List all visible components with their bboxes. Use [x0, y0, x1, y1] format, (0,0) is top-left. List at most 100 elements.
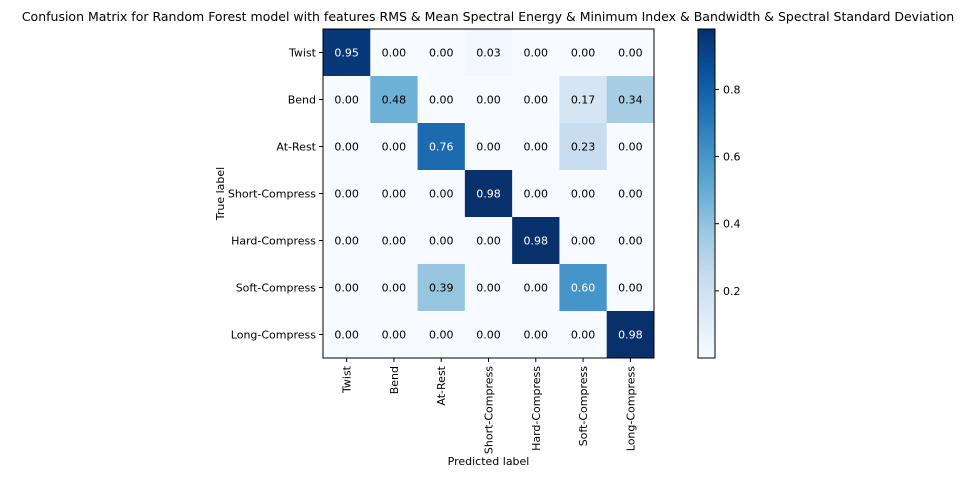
x-axis-label: Predicted label: [448, 455, 530, 468]
cell-value-label: 0.00: [618, 141, 643, 154]
cell-value-label: 0.98: [476, 188, 501, 201]
heatmap-cell: [512, 311, 560, 359]
cell-value-label: 0.00: [429, 94, 454, 107]
heatmap-cell: [323, 311, 371, 359]
cell-value-label: 0.00: [334, 329, 359, 342]
x-tick-label: Long-Compress: [624, 366, 637, 451]
colorbar-tick-label: 0.4: [723, 218, 741, 231]
heatmap-cell: [417, 264, 466, 312]
cell-value-label: 0.76: [429, 141, 454, 154]
heatmap-cell: [464, 170, 513, 218]
cell-value-label: 0.00: [334, 282, 359, 295]
heatmap-cell: [323, 123, 371, 171]
heatmap-cell: [370, 311, 419, 359]
heatmap-cell: [512, 123, 560, 171]
heatmap-cell: [370, 217, 419, 265]
heatmap-cells: [323, 29, 655, 359]
cell-value-label: 0.00: [382, 188, 407, 201]
cell-value-label: 0.00: [618, 235, 643, 248]
cell-value-label: 0.00: [618, 282, 643, 295]
y-axis-label: True label: [214, 167, 227, 221]
cell-value-label: 0.00: [618, 188, 643, 201]
x-tick-label: Twist: [341, 365, 354, 394]
heatmap-cell: [512, 170, 560, 218]
colorbar-tick-label: 0.2: [723, 285, 741, 298]
heatmap-cell: [370, 29, 419, 77]
heatmap-cell: [606, 217, 655, 265]
cell-value-label: 0.00: [429, 47, 454, 60]
cell-value-label: 0.00: [571, 188, 596, 201]
cell-value-label: 0.00: [334, 94, 359, 107]
cell-value-label: 0.60: [571, 282, 596, 295]
cell-value-label: 0.00: [382, 47, 407, 60]
y-tick-label: Long-Compress: [231, 329, 316, 342]
y-tick-label: Soft-Compress: [236, 282, 317, 295]
cell-value-label: 0.39: [429, 282, 454, 295]
heatmap-cell: [323, 217, 371, 265]
heatmap-cell: [323, 264, 371, 312]
cell-value-label: 0.00: [429, 329, 454, 342]
cell-value-label: 0.00: [382, 235, 407, 248]
cell-value-label: 0.98: [524, 235, 549, 248]
x-tick-label: Soft-Compress: [577, 366, 590, 447]
heatmap-cell: [559, 76, 608, 124]
heatmap-cell: [464, 217, 513, 265]
cell-value-label: 0.00: [382, 141, 407, 154]
cell-value-label: 0.00: [524, 94, 549, 107]
heatmap-cell: [370, 170, 419, 218]
cell-value-label: 0.00: [429, 188, 454, 201]
heatmap-cell: [512, 76, 560, 124]
cell-value-label: 0.00: [382, 282, 407, 295]
chart-title: Confusion Matrix for Random Forest model…: [22, 9, 954, 24]
heatmap-cell: [606, 264, 655, 312]
heatmap-cell: [323, 76, 371, 124]
x-tick-label: Hard-Compress: [530, 366, 543, 451]
cell-value-label: 0.00: [524, 329, 549, 342]
cell-value-label: 0.00: [476, 94, 501, 107]
heatmap-cell: [323, 170, 371, 218]
cell-value-label: 0.00: [524, 47, 549, 60]
y-axis-ticks: Twist Bend At-Rest Short-Compress Hard-Compr…: [228, 47, 323, 342]
y-tick-label: Bend: [288, 94, 316, 107]
cell-value-label: 0.00: [476, 141, 501, 154]
heatmap-cell: [417, 217, 466, 265]
heatmap-cell: [559, 123, 608, 171]
heatmap-cell: [606, 123, 655, 171]
heatmap-cell: [464, 29, 513, 77]
x-tick-label: Short-Compress: [483, 366, 496, 454]
y-tick-label: Hard-Compress: [231, 235, 316, 248]
cell-value-label: 0.00: [334, 188, 359, 201]
cell-value-label: 0.23: [571, 141, 596, 154]
heatmap-cell: [606, 76, 655, 124]
cell-value-label: 0.95: [334, 47, 359, 60]
cell-value-label: 0.98: [618, 329, 643, 342]
colorbar-tick-label: 0.6: [723, 151, 741, 164]
cell-value-label: 0.00: [618, 47, 643, 60]
cell-value-label: 0.00: [334, 141, 359, 154]
heatmap-cell: [417, 76, 466, 124]
cell-value-label: 0.48: [382, 94, 407, 107]
cell-value-label: 0.00: [476, 235, 501, 248]
heatmap-cell: [323, 29, 371, 77]
cell-value-labels: 0.95 0.00 0.00 0.03 0.00 0.00 0.00 0.00 0.48 0.00…: [334, 47, 642, 342]
heatmap-cell: [559, 217, 608, 265]
heatmap-cell: [559, 29, 608, 77]
heatmap-cell: [606, 29, 655, 77]
heatmap-cell: [606, 311, 655, 359]
cell-value-label: 0.00: [524, 141, 549, 154]
cell-value-label: 0.03: [476, 47, 501, 60]
heatmap-cell: [417, 29, 466, 77]
colorbar: [697, 28, 716, 359]
heatmap-cell: [417, 123, 466, 171]
cell-value-label: 0.34: [618, 94, 643, 107]
x-axis-ticks: Twist Bend At-Rest Short-Compress Hard-Compr…: [341, 358, 637, 454]
cell-value-label: 0.17: [571, 94, 596, 107]
cell-value-label: 0.00: [476, 282, 501, 295]
colorbar-tick-label: 0.8: [723, 83, 741, 96]
heatmap-cell: [464, 264, 513, 312]
cell-value-label: 0.00: [476, 329, 501, 342]
heatmap-cell: [370, 123, 419, 171]
cell-value-label: 0.00: [524, 282, 549, 295]
heatmap-cell: [512, 217, 560, 265]
